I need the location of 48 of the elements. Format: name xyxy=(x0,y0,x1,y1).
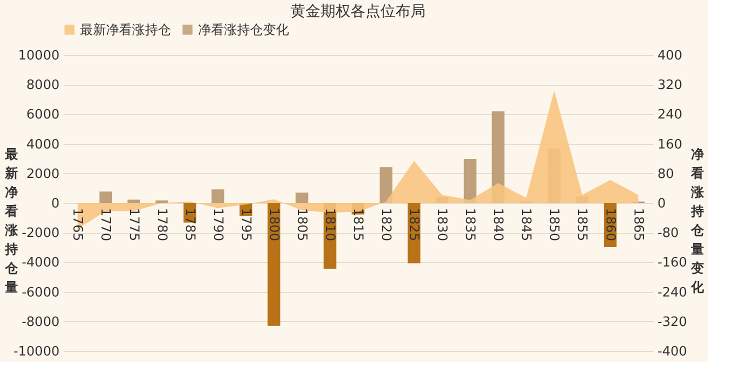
legend-label: 净看涨持仓变化 xyxy=(198,22,289,38)
x-tick-label: 1795 xyxy=(238,208,253,242)
y2-tick-label: 80 xyxy=(658,166,674,182)
x-tick-label: 1785 xyxy=(182,208,197,242)
y2-tick-label: -320 xyxy=(658,314,688,330)
x-tick-label: 1840 xyxy=(490,208,506,242)
y2-tick-label: -400 xyxy=(658,344,688,360)
x-tick-label: 1865 xyxy=(630,208,646,242)
x-tick-label: 1775 xyxy=(126,208,141,242)
x-tick-label: 1765 xyxy=(70,208,85,242)
legend-label: 最新净看涨持仓 xyxy=(80,22,171,38)
y-tick-label: -8000 xyxy=(22,314,60,330)
y2-tick-label: 400 xyxy=(658,48,682,64)
y2-tick-label: 160 xyxy=(658,137,682,152)
x-tick-label: 1820 xyxy=(378,208,394,242)
x-tick-label: 1855 xyxy=(574,208,590,242)
x-tick-label: 1825 xyxy=(406,208,422,242)
x-tick-label: 1830 xyxy=(434,208,450,242)
y-tick-label: 4000 xyxy=(26,137,60,152)
y-tick-label: -4000 xyxy=(22,256,60,271)
x-tick-label: 1770 xyxy=(98,208,113,242)
y2-tick-label: 320 xyxy=(658,78,682,94)
y2-tick-label: -240 xyxy=(658,285,688,300)
y-tick-label: -6000 xyxy=(22,285,60,300)
y2-tick-label: -160 xyxy=(658,256,688,271)
x-tick-label: 1845 xyxy=(518,208,534,242)
x-tick-label: 1860 xyxy=(602,208,618,242)
chart-title: 黄金期权各点位布局 xyxy=(290,2,426,20)
y-tick-label: 2000 xyxy=(26,166,60,182)
y2-tick-label: 0 xyxy=(658,196,666,212)
x-tick-label: 1815 xyxy=(350,208,365,242)
x-tick-label: 1805 xyxy=(294,208,309,242)
x-tick-label: 1850 xyxy=(546,208,562,242)
y2-tick-label: 240 xyxy=(658,108,682,123)
x-tick-label: 1780 xyxy=(154,208,169,242)
y-tick-label: 6000 xyxy=(26,108,60,123)
y-tick-label: -10000 xyxy=(13,344,60,360)
y-axis-title: 最新净看涨持仓量 xyxy=(4,148,19,296)
y-tick-label: 8000 xyxy=(26,78,60,94)
x-tick-label: 1835 xyxy=(462,208,478,242)
x-tick-label: 1800 xyxy=(266,208,281,242)
y-tick-label: 10000 xyxy=(18,48,60,64)
y2-axis-title: 净看涨持仓量变化 xyxy=(690,148,705,296)
y2-tick-label: -80 xyxy=(658,226,679,242)
y-tick-label: 0 xyxy=(51,196,60,212)
x-tick-label: 1790 xyxy=(210,208,225,242)
y-tick-label: -2000 xyxy=(22,226,60,242)
x-tick-label: 1810 xyxy=(322,208,337,242)
